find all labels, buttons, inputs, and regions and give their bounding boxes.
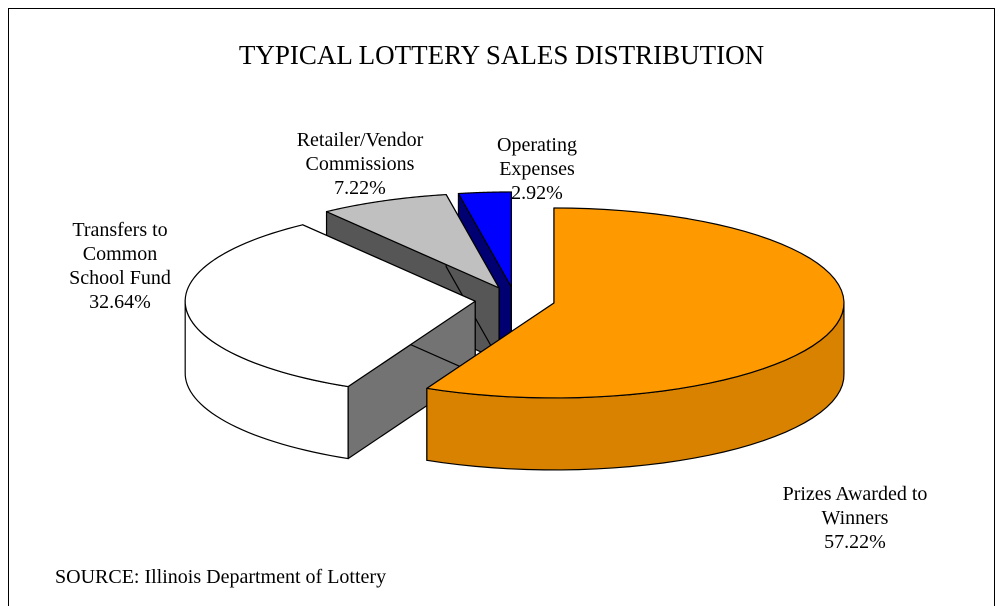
pie-slice (184, 224, 476, 388)
value-label: 2.92% (511, 182, 563, 204)
slice-label: Retailer/Vendor Commissions 7.22% (290, 128, 430, 200)
value-label: 57.22% (824, 531, 886, 553)
frame (8, 8, 995, 606)
slice-label: Prizes Awarded to Winners 57.22% (780, 482, 930, 554)
pie-slice (426, 207, 845, 399)
slice-label: Operating Expenses 2.92% (482, 133, 592, 205)
source-note: SOURCE: Illinois Department of Lottery (55, 566, 387, 588)
category-name: Prizes Awarded to Winners (782, 483, 928, 529)
category-name: Transfers to Common School Fund (69, 219, 171, 289)
pie-slice (325, 193, 500, 289)
category-name: Retailer/Vendor Commissions (296, 129, 424, 175)
value-label: 32.64% (89, 291, 151, 313)
slice-label: Transfers to Common School Fund 32.64% (55, 218, 185, 314)
category-name: Operating Expenses (497, 134, 577, 180)
value-label: 7.22% (334, 177, 386, 199)
chart-title: TYPICAL LOTTERY SALES DISTRIBUTION (238, 40, 765, 70)
pie-slice (457, 191, 512, 288)
